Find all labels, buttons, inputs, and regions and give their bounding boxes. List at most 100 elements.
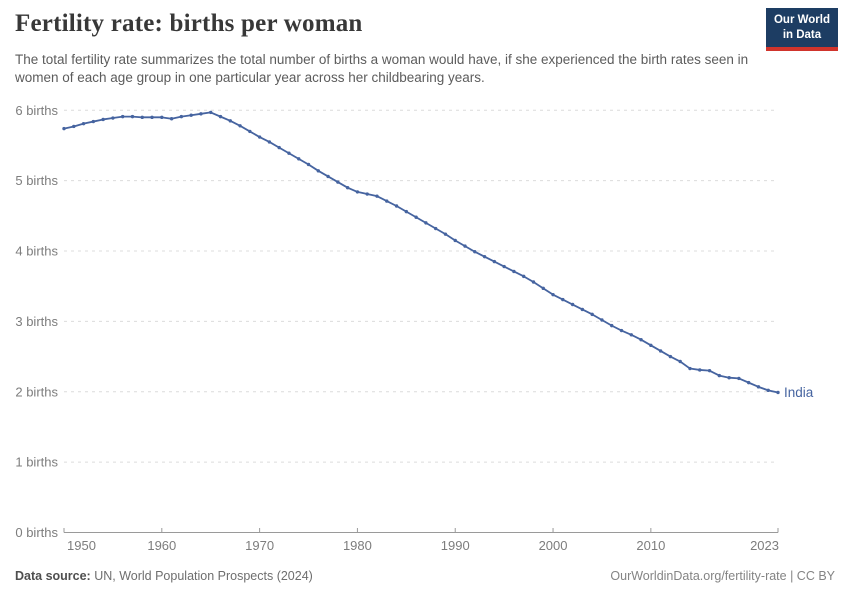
data-point: [649, 343, 653, 348]
y-tick-label: 1 births: [15, 455, 58, 470]
data-point: [658, 349, 663, 353]
data-point: [218, 114, 223, 119]
owid-logo[interactable]: Our World in Data: [765, 8, 838, 51]
data-point: [326, 174, 330, 179]
data-point: [610, 323, 614, 328]
data-point: [463, 244, 467, 248]
data-point: [512, 269, 516, 274]
data-point: [424, 221, 428, 225]
data-point: [502, 264, 506, 269]
data-point: [619, 328, 624, 333]
data-point: [688, 366, 692, 371]
data-point: [345, 186, 350, 190]
data-point: [668, 354, 673, 359]
data-point: [179, 114, 184, 119]
y-tick-label: 4 births: [15, 244, 58, 259]
x-tick-label: 1950: [67, 538, 96, 553]
data-point: [287, 151, 291, 155]
data-source-text: UN, World Population Prospects (2024): [90, 569, 313, 583]
data-point: [257, 135, 262, 139]
footer-citation-link[interactable]: OurWorldinData.org/fertility-rate | CC B…: [610, 569, 835, 583]
data-point: [140, 115, 144, 120]
data-point: [375, 194, 379, 198]
data-point: [130, 114, 135, 119]
x-tick-label: 1960: [147, 538, 176, 553]
data-point: [541, 286, 545, 291]
data-point: [169, 117, 174, 121]
data-point: [453, 238, 457, 243]
data-point: [600, 318, 604, 322]
data-point: [746, 380, 751, 385]
data-point: [72, 124, 76, 129]
data-point: [698, 368, 702, 372]
data-point: [385, 199, 389, 203]
data-point: [551, 292, 555, 297]
data-point: [717, 373, 722, 378]
y-tick-label: 5 births: [15, 173, 58, 188]
data-point: [531, 280, 536, 284]
data-point: [316, 169, 321, 173]
data-point: [737, 376, 741, 381]
data-point: [277, 145, 281, 150]
x-tick-label: 1990: [441, 538, 470, 553]
data-point: [629, 333, 633, 337]
data-point: [727, 375, 731, 380]
data-point: [336, 180, 340, 184]
x-tick-label: 1970: [245, 538, 274, 553]
data-point: [238, 124, 242, 128]
y-tick-label: 3 births: [15, 314, 58, 329]
data-point: [101, 117, 105, 122]
data-source: Data source: UN, World Population Prospe…: [15, 569, 313, 583]
data-point: [365, 192, 369, 196]
data-point: [404, 209, 409, 214]
data-point: [570, 302, 575, 307]
data-point: [228, 119, 232, 123]
data-point: [297, 157, 301, 161]
x-tick-label: 2000: [539, 538, 568, 553]
data-point: [81, 121, 86, 126]
data-point: [209, 110, 213, 115]
data-point: [639, 337, 643, 342]
series-end-label: India: [784, 385, 814, 400]
page-title: Fertility rate: births per woman: [15, 10, 363, 37]
data-point: [433, 226, 438, 231]
logo-line2: in Data: [782, 28, 822, 41]
data-point: [766, 388, 770, 393]
data-point: [248, 129, 252, 134]
data-point: [355, 190, 360, 194]
y-tick-label: 6 births: [15, 103, 58, 118]
data-point: [678, 359, 682, 364]
x-tick-label: 2023: [750, 538, 779, 553]
y-tick-label: 0 births: [15, 525, 58, 540]
data-point: [756, 385, 761, 389]
data-point: [521, 274, 526, 279]
data-point: [394, 204, 399, 208]
data-point: [482, 254, 487, 259]
logo-line1: Our World: [773, 14, 830, 26]
data-point: [776, 390, 780, 395]
x-tick-label: 1980: [343, 538, 372, 553]
data-point: [160, 115, 164, 120]
chart-subtitle: The total fertility rate summarizes the …: [15, 52, 749, 85]
data-point: [150, 115, 154, 120]
data-point: [120, 114, 125, 119]
data-point: [561, 297, 565, 302]
x-tick-label: 2010: [636, 538, 665, 553]
data-point: [707, 368, 712, 373]
data-point: [199, 112, 203, 116]
data-point: [492, 259, 497, 264]
y-tick-label: 2 births: [15, 384, 58, 399]
data-point: [414, 215, 418, 219]
data-point: [443, 232, 448, 236]
data-point: [267, 140, 272, 144]
data-source-label: Data source:: [15, 569, 91, 583]
data-point: [580, 307, 585, 312]
data-point: [306, 162, 311, 167]
data-point: [91, 119, 96, 124]
data-point: [189, 113, 193, 117]
fertility-line: [63, 111, 779, 394]
data-point: [473, 250, 477, 254]
data-point: [62, 126, 66, 131]
data-point: [111, 116, 115, 120]
